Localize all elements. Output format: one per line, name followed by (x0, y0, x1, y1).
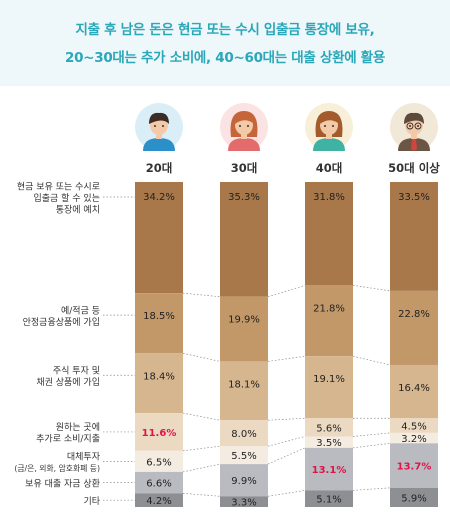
value-label: 3.2% (401, 434, 426, 445)
bar-segment (135, 450, 183, 472)
category-label: 40대 (316, 161, 343, 175)
value-label: 5.6% (316, 423, 341, 434)
value-label: 11.6% (142, 428, 177, 439)
value-label: 5.1% (316, 495, 341, 506)
bar-segment (305, 356, 353, 419)
bar-segment (305, 447, 353, 491)
value-label: 35.3% (228, 192, 260, 203)
value-label: 18.5% (143, 311, 175, 322)
avatar-man-50s-icon (390, 103, 438, 151)
avatar-woman-40s-icon (305, 103, 353, 151)
bar-segment (390, 487, 438, 507)
bar-segment (135, 182, 183, 294)
bar-segment (220, 446, 268, 465)
bar-segment (220, 420, 268, 447)
value-label: 13.1% (312, 465, 347, 476)
bar-segment (390, 364, 438, 419)
series-label: 통장에 예치 (56, 204, 100, 216)
series-label: 원하는 곳에 (56, 422, 100, 433)
connector-line (182, 445, 221, 452)
value-label: 4.5% (401, 422, 426, 433)
bar-segment (135, 293, 183, 354)
bar-segment (220, 182, 268, 297)
connector-line (182, 292, 221, 298)
connector-line (267, 285, 306, 298)
series-label: 추가로 소비/지출 (36, 434, 100, 445)
value-label: 31.8% (313, 192, 345, 203)
connector-line (267, 417, 306, 421)
bar-segment (390, 182, 438, 291)
value-label: 18.1% (228, 379, 260, 390)
series-label: 현금 보유 또는 수시로 (17, 182, 100, 193)
bar-segment (305, 436, 353, 448)
bar-segment (220, 464, 268, 497)
connector-line (267, 436, 306, 447)
connector-line (182, 493, 221, 497)
value-label: 22.8% (398, 309, 430, 320)
connector-line (267, 490, 306, 497)
value-label: 19.1% (313, 374, 345, 385)
connector-line (352, 442, 391, 449)
value-label: 4.2% (146, 496, 171, 507)
value-label: 33.5% (398, 192, 430, 203)
connector-line (182, 412, 221, 421)
connector-line (267, 355, 306, 362)
category-label: 50대 이상 (388, 161, 440, 175)
bar-segment (390, 418, 438, 433)
connector-line (182, 352, 221, 362)
bar-segment (220, 361, 268, 421)
series-label: 예/적금 등 (61, 304, 100, 316)
connector-line (352, 432, 391, 437)
value-label: 6.6% (146, 479, 171, 490)
series-label: (금/은, 외화, 암호화폐 등) (14, 463, 100, 473)
connector-line (352, 285, 391, 292)
value-label: 5.5% (231, 451, 256, 462)
bar-segment (305, 182, 353, 286)
connector-line (267, 447, 306, 465)
bar-segment (305, 490, 353, 507)
bar-segment (220, 296, 268, 362)
value-label: 34.2% (143, 192, 175, 203)
category-label: 20대 (146, 161, 173, 175)
value-label: 16.4% (398, 383, 430, 394)
series-label: 입출금 할 수 있는 (33, 192, 100, 204)
value-label: 13.7% (397, 461, 432, 472)
header-title-line-2: 20~30대는 추가 소비에, 40~60대는 대출 상환에 활용 (65, 50, 385, 66)
bar-segment (135, 353, 183, 414)
value-label: 18.4% (143, 371, 175, 382)
series-label: 기타 (83, 496, 100, 507)
value-label: 8.0% (231, 429, 256, 440)
bar-segment (390, 432, 438, 444)
value-label: 5.9% (401, 493, 426, 504)
category-label: 30대 (231, 161, 258, 175)
bar-segment (135, 413, 183, 451)
bar-segment (220, 496, 268, 507)
series-label: 대체투자 (67, 452, 101, 463)
value-label: 3.5% (316, 438, 341, 449)
series-label: 채권 상품에 가입 (36, 376, 100, 388)
avatar-man-20s-icon (135, 103, 183, 151)
header-banner: 지출 후 남은 돈은 현금 또는 수시 입출금 통장에 보유, 20~30대는 … (0, 0, 450, 86)
series-label: 보유 대출 자금 상환 (25, 478, 100, 490)
value-label: 9.9% (231, 476, 256, 487)
value-label: 21.8% (313, 303, 345, 314)
connector-line (352, 487, 391, 491)
bar-segment (390, 290, 438, 365)
bar-segment (135, 493, 183, 507)
connector-line (352, 355, 391, 366)
header-title-line-1: 지출 후 남은 돈은 현금 또는 수시 입출금 통장에 보유, (75, 22, 375, 38)
avatar-woman-30s-icon (220, 103, 268, 151)
series-label: 주식 투자 및 (53, 365, 100, 377)
bar-segment (305, 418, 353, 437)
value-label: 3.3% (231, 498, 256, 509)
value-label: 6.5% (146, 457, 171, 468)
value-label: 19.9% (228, 315, 260, 326)
bar-segment (390, 443, 438, 488)
connector-line (182, 463, 221, 473)
series-label: 안정금융상품에 가입 (23, 316, 100, 328)
bar-segment (135, 471, 183, 494)
bar-segment (305, 285, 353, 357)
